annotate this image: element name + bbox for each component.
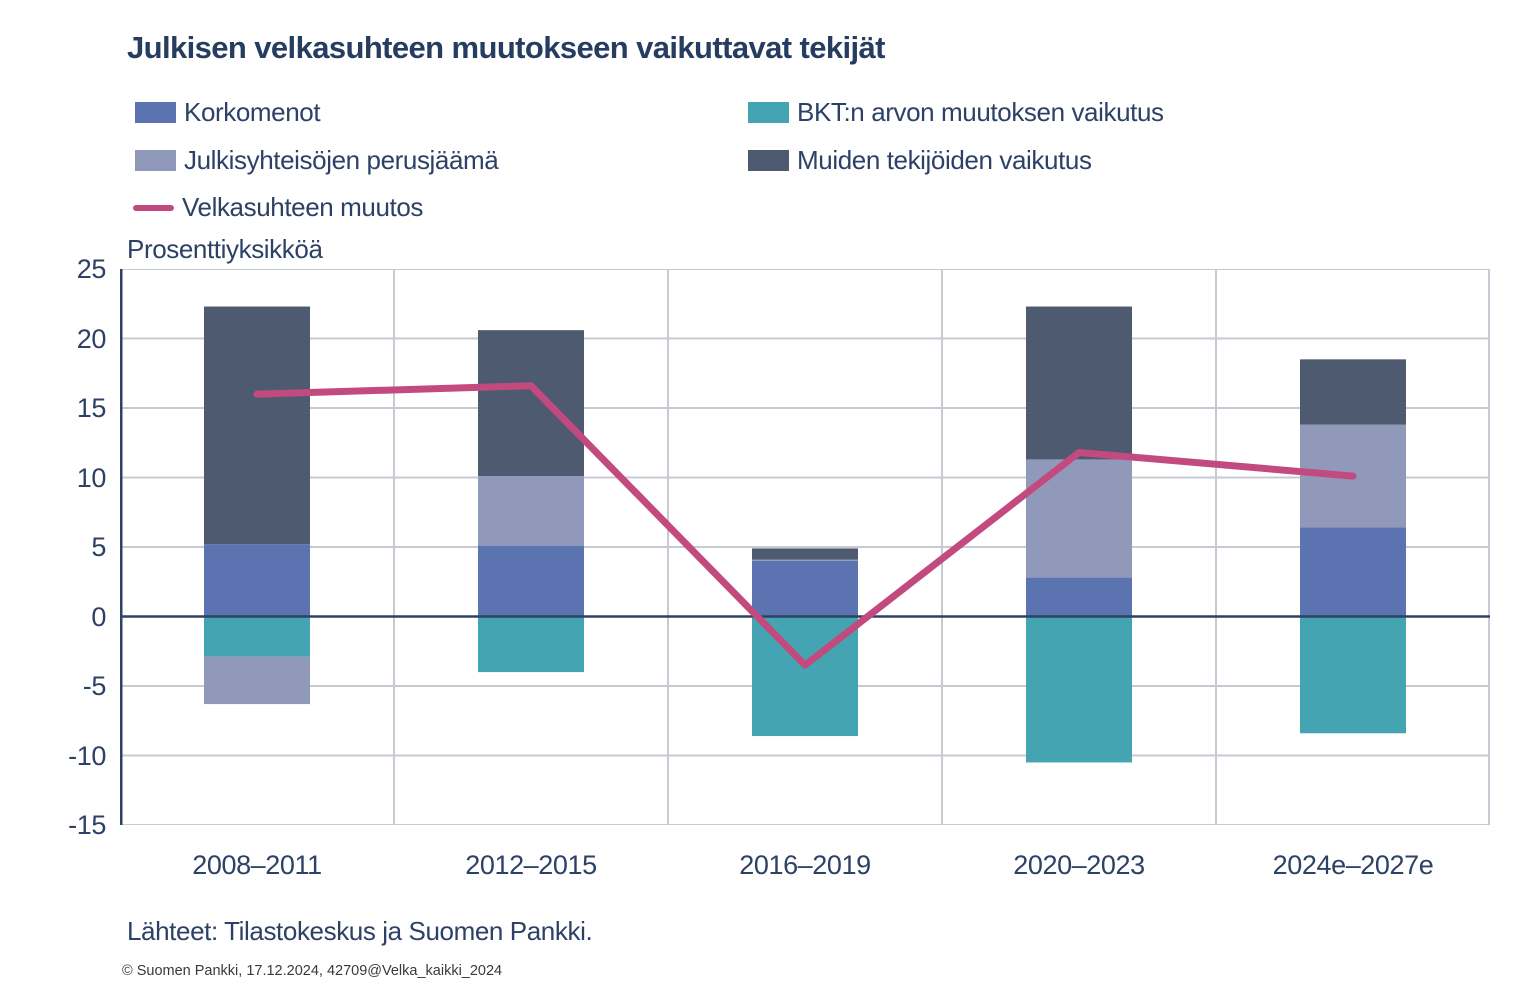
- legend-item-bkt: BKT:n arvon muutoksen vaikutus: [748, 97, 1164, 128]
- y-tick-label-20: 20: [76, 323, 107, 354]
- bar-segment-perusjaama-0: [204, 656, 310, 705]
- bar-segment-muut-3: [1026, 306, 1132, 460]
- korkomenot-swatch-icon: [135, 102, 176, 123]
- legend-label-muut: Muiden tekijöiden vaikutus: [797, 145, 1092, 175]
- velkasuhteen-muutos-line-swatch-icon: [133, 204, 174, 211]
- bar-segment-korkomenot-2: [752, 560, 858, 617]
- y-axis-title: Prosenttiyksikköä: [127, 234, 323, 264]
- muut-swatch-icon: [748, 150, 789, 171]
- legend-label-bkt: BKT:n arvon muutoksen vaikutus: [797, 97, 1164, 127]
- bar-segment-perusjaama-2: [752, 559, 858, 561]
- legend-label-perusjaama: Julkisyhteisöjen perusjäämä: [184, 145, 499, 175]
- perusjaama-swatch-icon: [135, 150, 176, 171]
- bar-segment-muut-1: [478, 330, 584, 477]
- bar-segment-muut-2: [752, 548, 858, 560]
- legend-item-muut: Muiden tekijöiden vaikutus: [748, 145, 1092, 176]
- chart-plot-svg: [120, 269, 1490, 825]
- y-tick-label-5: 5: [91, 532, 106, 562]
- y-tick-label-25: 25: [76, 254, 107, 284]
- y-tick-label-15: 15: [76, 393, 107, 423]
- bar-segment-bkt-3: [1026, 616, 1132, 763]
- bar-segment-korkomenot-1: [478, 545, 584, 617]
- source-note: Lähteet: Tilastokeskus ja Suomen Pankki.: [127, 916, 593, 946]
- legend-item-velkasuhteen-muutos: Velkasuhteen muutos: [133, 192, 423, 223]
- bar-segment-korkomenot-0: [204, 544, 310, 617]
- bkt-swatch-icon: [748, 102, 789, 123]
- y-tick-label--10: -10: [68, 740, 106, 771]
- x-category-label-1: 2012–2015: [465, 850, 597, 880]
- x-category-label-4: 2024e–2027e: [1272, 850, 1434, 880]
- y-tick-label--5: -5: [82, 671, 107, 701]
- legend-item-korkomenot: Korkomenot: [135, 97, 321, 128]
- x-category-label-0: 2008–2011: [192, 850, 322, 880]
- bar-segment-bkt-1: [478, 616, 584, 673]
- legend-label-velkasuhteen-muutos: Velkasuhteen muutos: [182, 192, 424, 222]
- bar-segment-korkomenot-3: [1026, 577, 1132, 617]
- legend-label-korkomenot: Korkomenot: [184, 97, 321, 127]
- y-tick-label-10: 10: [76, 462, 107, 493]
- y-tick-label--15: -15: [68, 810, 106, 840]
- bar-segment-korkomenot-4: [1300, 527, 1406, 617]
- y-tick-label-0: 0: [91, 601, 106, 632]
- legend-item-perusjaama: Julkisyhteisöjen perusjäämä: [135, 145, 499, 176]
- plot-area: [120, 269, 1490, 825]
- bar-segment-perusjaama-1: [478, 476, 584, 546]
- bar-segment-bkt-0: [204, 616, 310, 657]
- debt-change-line: [253, 382, 1357, 669]
- bar-segment-bkt-4: [1300, 616, 1406, 734]
- copyright-note: © Suomen Pankki, 17.12.2024, 42709@Velka…: [122, 963, 503, 979]
- x-category-label-3: 2020–2023: [1013, 850, 1145, 880]
- chart-title: Julkisen velkasuhteen muutokseen vaikutt…: [127, 30, 886, 65]
- bar-segment-muut-0: [204, 306, 310, 545]
- bar-segment-muut-4: [1300, 359, 1406, 425]
- x-category-label-2: 2016–2019: [739, 850, 871, 880]
